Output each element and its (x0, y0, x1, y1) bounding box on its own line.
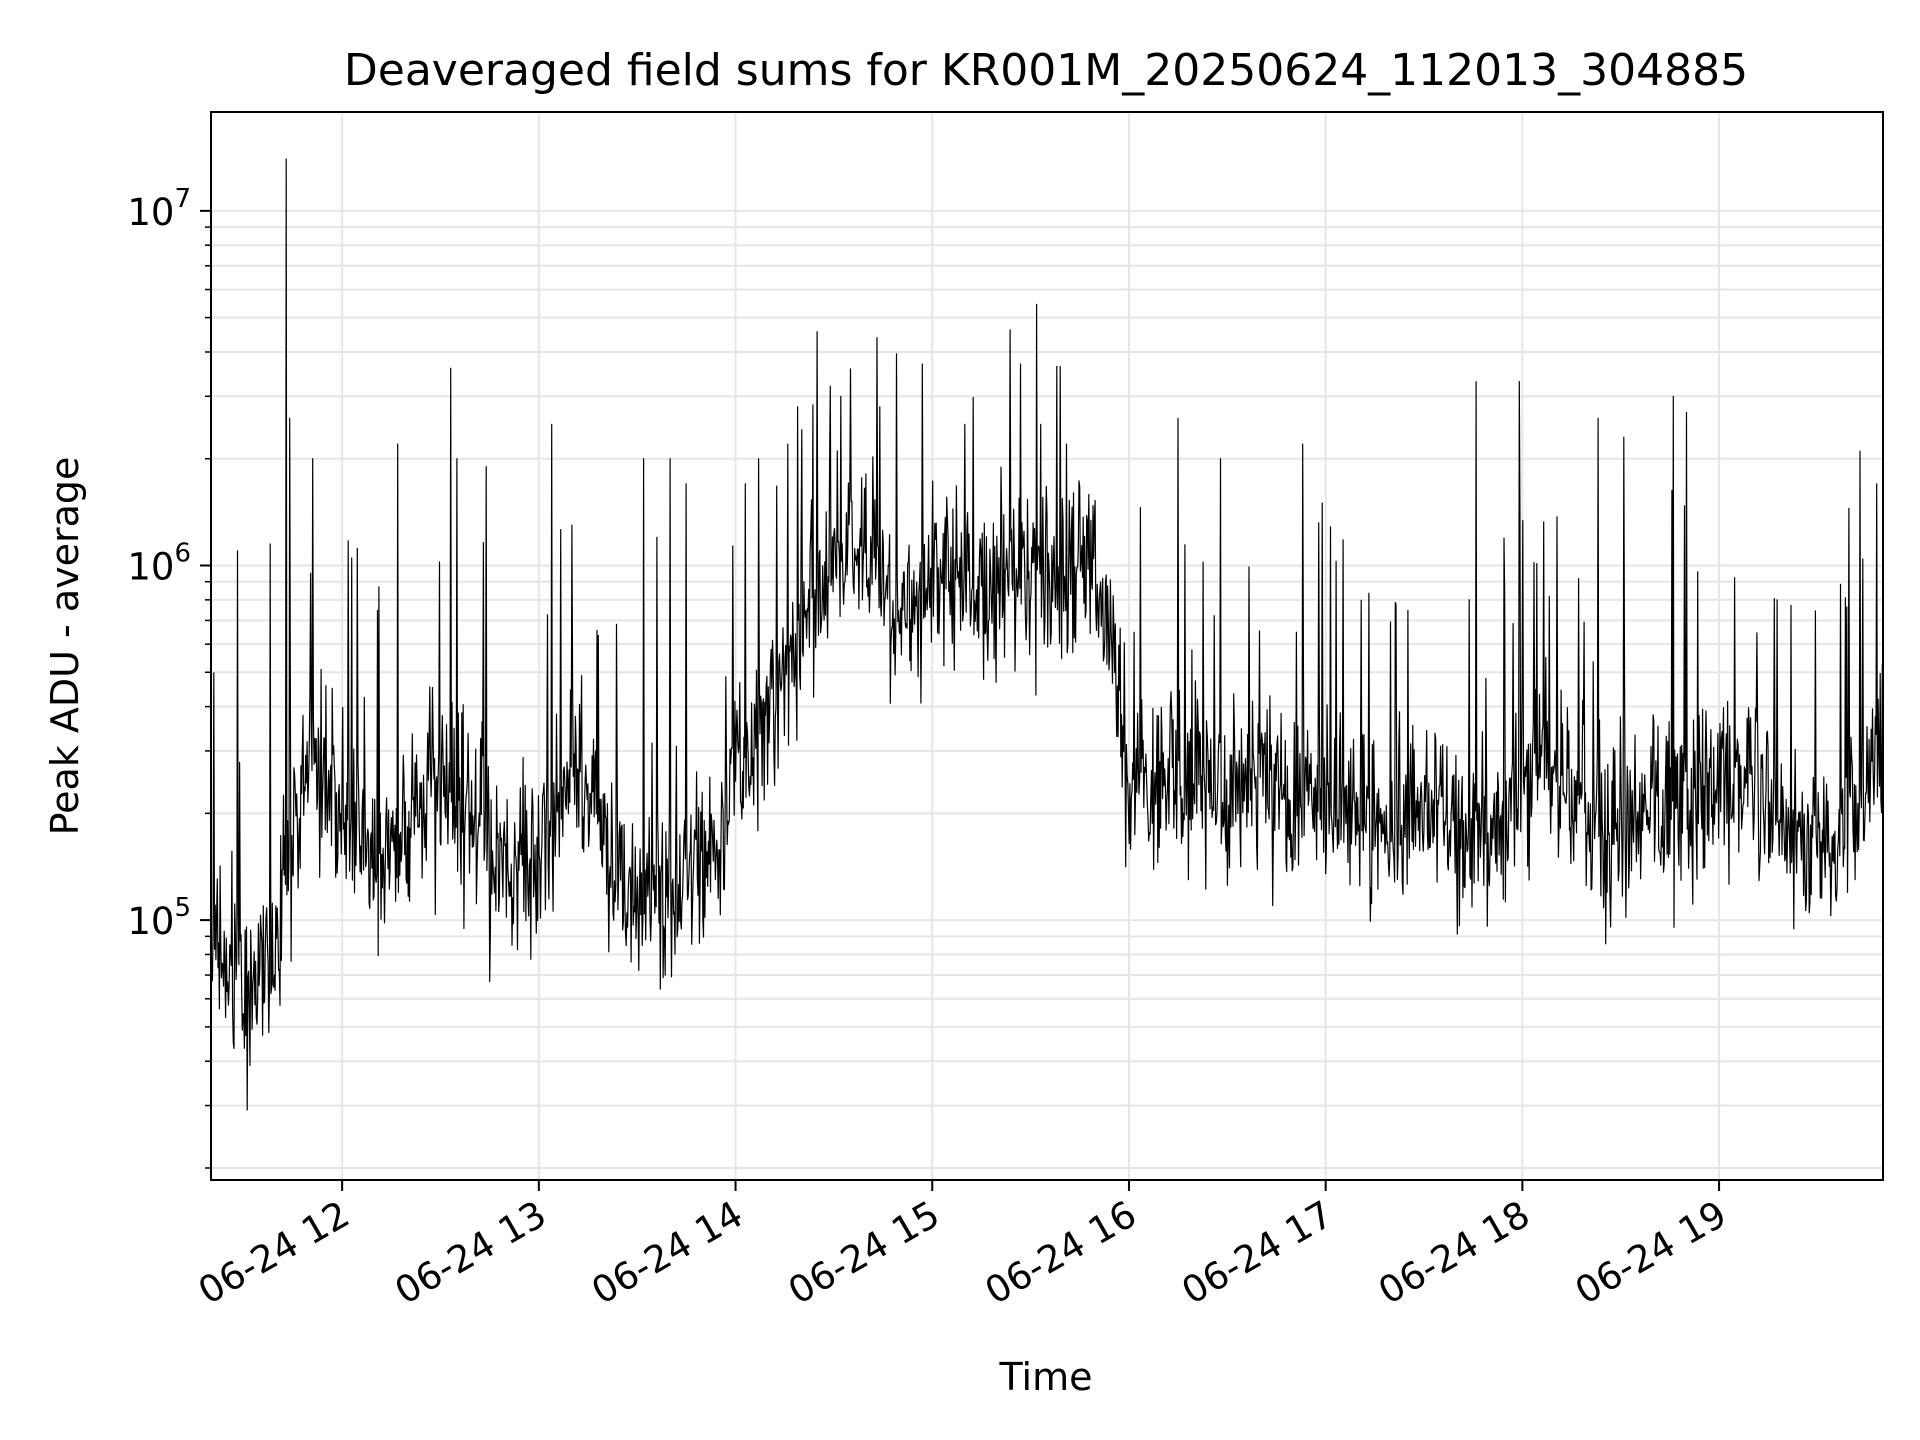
x-axis-label: Time (999, 1355, 1093, 1399)
x-tick-label: 06-24 18 (1371, 1193, 1537, 1313)
x-tick-label: 06-24 12 (191, 1193, 357, 1313)
x-tick-label: 06-24 15 (781, 1193, 947, 1313)
y-tick-base: 10 (127, 545, 174, 588)
y-tick-label: 105 (127, 893, 191, 943)
plot-frame (210, 111, 1884, 1181)
chart-title: Deaveraged field sums for KR001M_2025062… (344, 45, 1748, 96)
x-tick-label: 06-24 13 (388, 1193, 554, 1313)
y-tick-label: 106 (127, 538, 191, 588)
y-tick-exponent: 5 (174, 893, 191, 923)
x-tick-label: 06-24 14 (584, 1193, 750, 1313)
x-tick-label: 06-24 16 (978, 1193, 1144, 1313)
x-tick-label: 06-24 19 (1568, 1193, 1734, 1313)
y-axis-label: Peak ADU - average (43, 457, 87, 836)
grid (211, 112, 1883, 1180)
y-tick-exponent: 7 (174, 184, 191, 214)
y-tick-base: 10 (127, 191, 174, 234)
y-tick-exponent: 6 (174, 538, 191, 568)
y-tick-label: 107 (127, 184, 191, 234)
y-tick-base: 10 (127, 900, 174, 943)
x-axis-ticks: 06-24 12 06-24 13 06-24 14 06-24 15 06-24 16… (191, 1180, 1734, 1313)
x-tick-label: 06-24 17 (1175, 1193, 1341, 1313)
series-line (210, 158, 1884, 1111)
